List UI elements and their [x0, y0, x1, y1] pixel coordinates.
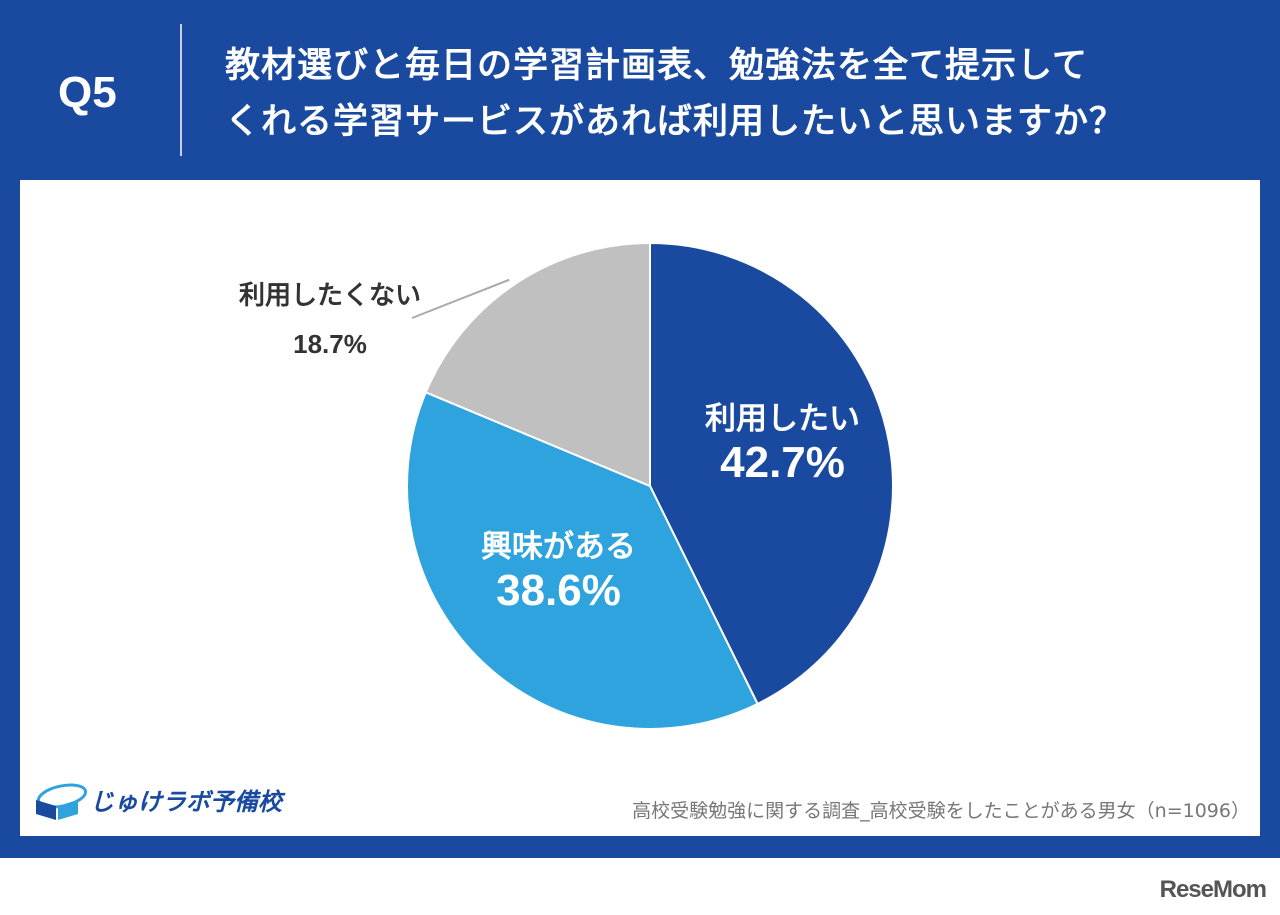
- question-line-1: 教材選びと毎日の学習計画表、勉強法を全て提示して: [225, 46, 1088, 86]
- slice-category-label: 利用したい: [705, 401, 861, 438]
- pie-chart: [406, 241, 894, 730]
- resemom-watermark: ReseMom: [1159, 876, 1267, 903]
- slice-value-label: 38.6%: [496, 566, 621, 616]
- leader-line: [411, 278, 510, 319]
- question-number: Q5: [58, 68, 117, 117]
- slice-value-label: 42.7%: [720, 438, 845, 488]
- slice-category-label: 興味がある: [481, 529, 636, 566]
- question-line-2: くれる学習サービスがあれば利用したいと思いますか？: [225, 102, 1126, 142]
- slice-label-riyou-shitai: 利用したい 42.7%: [673, 393, 893, 488]
- slice-category-label: 利用したくない: [238, 281, 421, 311]
- open-book-icon: [36, 783, 88, 820]
- slice-value-label: 18.7%: [293, 329, 367, 359]
- pie-slice: [406, 390, 759, 730]
- logo-text: じゅけラボ予備校: [90, 788, 282, 816]
- brand-logo: じゅけラボ予備校: [28, 778, 308, 822]
- slice-label-kyoumi-ga-aru: 興味がある 38.6%: [449, 521, 669, 616]
- pie-slice: [424, 241, 651, 488]
- pie-slice: [649, 241, 894, 706]
- question-title: 教材選びと毎日の学習計画表、勉強法を全て提示して くれる学習サービスがあれば利用…: [225, 38, 1245, 150]
- source-note: 高校受験勉強に関する調査_高校受験をしたことがある男女（n=1096）: [632, 800, 1250, 822]
- slice-label-riyou-shitakunai: 利用したくない 18.7%: [210, 272, 450, 368]
- header-divider: [180, 24, 182, 156]
